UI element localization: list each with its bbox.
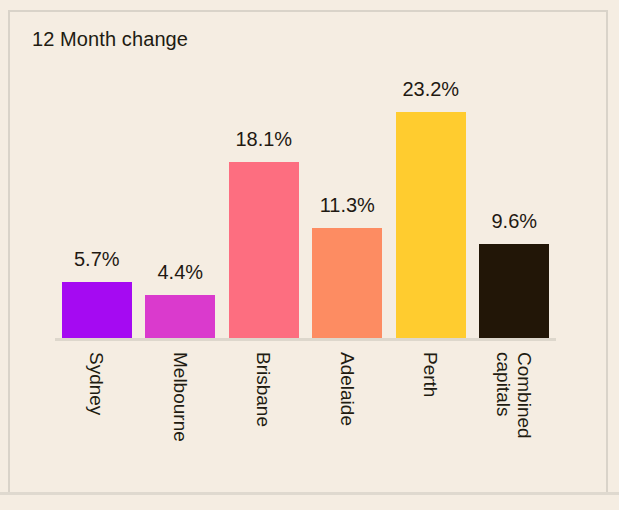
value-label-brisbane: 18.1%	[235, 128, 292, 151]
bar-column-brisbane: 18.1%	[222, 12, 306, 338]
x-label-melbourne: Melbourne	[170, 352, 191, 442]
value-label-combined-capitals: 9.6%	[491, 210, 537, 233]
value-label-melbourne: 4.4%	[157, 261, 203, 284]
bar-column-sydney: 5.7%	[55, 12, 139, 338]
bar-adelaide	[312, 228, 382, 338]
x-label-sydney: Sydney	[86, 352, 107, 442]
x-label-adelaide: Adelaide	[337, 352, 358, 442]
bar-column-adelaide: 11.3%	[306, 12, 390, 338]
page-divider	[0, 492, 619, 495]
x-label-perth: Perth	[420, 352, 441, 442]
bar-perth	[396, 112, 466, 338]
bar-combined-capitals	[479, 244, 549, 338]
bar-melbourne	[145, 295, 215, 338]
bar-column-melbourne: 4.4%	[139, 12, 223, 338]
x-label-combined-capitals: Combined capitals	[493, 352, 535, 442]
bar-sydney	[62, 282, 132, 338]
value-label-adelaide: 11.3%	[320, 194, 375, 217]
x-axis-line	[55, 338, 556, 341]
x-label-brisbane: Brisbane	[253, 352, 274, 442]
bar-brisbane	[229, 162, 299, 338]
chart-card: 12 Month change 5.7% 4.4% 18.1% 11.3% 23…	[8, 10, 608, 492]
value-label-perth: 23.2%	[402, 78, 459, 101]
bar-column-perth: 23.2%	[389, 12, 473, 338]
bar-column-combined-capitals: 9.6%	[473, 12, 557, 338]
plot-area: 5.7% 4.4% 18.1% 11.3% 23.2% 9.6%	[55, 12, 556, 338]
value-label-sydney: 5.7%	[74, 248, 120, 271]
x-axis-labels: Sydney Melbourne Brisbane Adelaide Perth…	[55, 352, 556, 442]
